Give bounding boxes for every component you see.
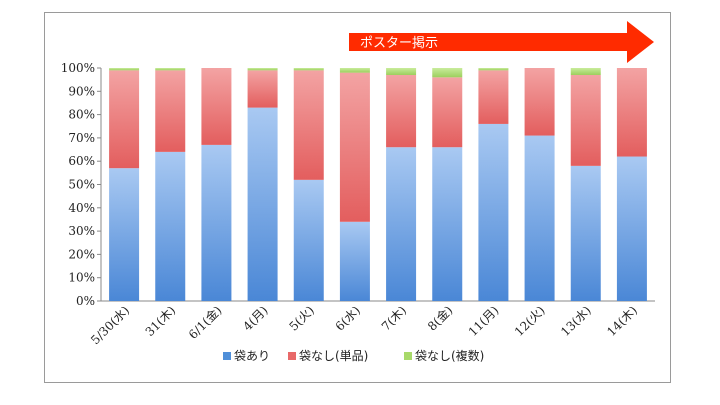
bar-segment-1 <box>432 77 463 148</box>
bar-segment-2 <box>432 68 463 78</box>
bar-segment-0 <box>524 135 555 301</box>
legend-label: 袋なし(単品) <box>299 349 368 363</box>
legend-swatch <box>288 352 296 360</box>
bar-segment-0 <box>247 107 278 301</box>
x-tick-label: 13(水) <box>558 303 594 339</box>
x-tick-label: 6(水) <box>333 303 363 333</box>
x-tick-label: 5/30(水) <box>88 303 132 347</box>
bar-segment-0 <box>386 147 417 301</box>
y-tick-label: 0% <box>76 294 95 308</box>
bar-segment-0 <box>155 151 186 301</box>
bar-segment-2 <box>386 68 417 75</box>
y-tick-label: 10% <box>68 271 95 285</box>
x-tick-label: 8(金) <box>424 303 455 334</box>
bar-segment-2 <box>155 68 186 71</box>
bar-segment-1 <box>524 68 555 136</box>
y-tick-label: 20% <box>68 247 95 261</box>
bar-segment-2 <box>570 68 601 75</box>
bar-segment-1 <box>109 70 140 169</box>
bar-segment-1 <box>570 74 601 166</box>
bar-segment-2 <box>339 68 370 73</box>
poster-label: ポスター掲示 <box>360 35 438 51</box>
bar-segment-0 <box>616 156 647 301</box>
bar-segment-1 <box>293 70 324 180</box>
x-tick-label: 5(火) <box>286 303 316 333</box>
bar-segment-1 <box>616 68 647 157</box>
legend-label: 袋あり <box>234 349 270 363</box>
y-tick-label: 90% <box>68 84 95 98</box>
bar-segment-0 <box>339 221 370 301</box>
y-tick-label: 80% <box>68 108 95 122</box>
bar-segment-1 <box>155 70 186 152</box>
y-tick-label: 30% <box>68 224 95 238</box>
legend-label: 袋なし(複数) <box>415 348 484 363</box>
bar-segment-1 <box>201 68 232 145</box>
legend-swatch <box>223 352 231 360</box>
bar-segment-1 <box>478 70 509 124</box>
y-tick-label: 100% <box>61 61 95 75</box>
bar-segment-0 <box>293 179 324 301</box>
x-tick-label: 31(木) <box>143 303 179 339</box>
bar-segment-0 <box>570 165 601 301</box>
x-tick-label: 14(木) <box>604 303 640 339</box>
bar-segment-2 <box>293 68 324 71</box>
bar-segment-0 <box>109 168 140 301</box>
x-tick-label: 6/1(金) <box>185 303 224 342</box>
y-tick-label: 60% <box>68 154 95 168</box>
bar-segment-2 <box>247 68 278 71</box>
bar-segment-2 <box>109 68 140 71</box>
bar-segment-0 <box>201 144 232 301</box>
bar-segment-1 <box>247 70 278 108</box>
x-tick-label: 12(火) <box>512 303 548 339</box>
x-tick-label: 7(木) <box>379 303 409 333</box>
bar-segment-0 <box>478 123 509 301</box>
x-tick-label: 4(月) <box>240 303 270 333</box>
bar-segment-0 <box>432 147 463 301</box>
bar-segment-1 <box>339 72 370 222</box>
legend-swatch <box>404 352 412 360</box>
bar-segment-1 <box>386 74 417 148</box>
x-tick-label: 11(月) <box>466 303 502 339</box>
y-tick-label: 50% <box>68 178 95 192</box>
bar-segment-2 <box>478 68 509 71</box>
y-tick-label: 40% <box>68 201 95 215</box>
poster-arrow <box>349 21 654 63</box>
y-tick-label: 70% <box>68 131 95 145</box>
